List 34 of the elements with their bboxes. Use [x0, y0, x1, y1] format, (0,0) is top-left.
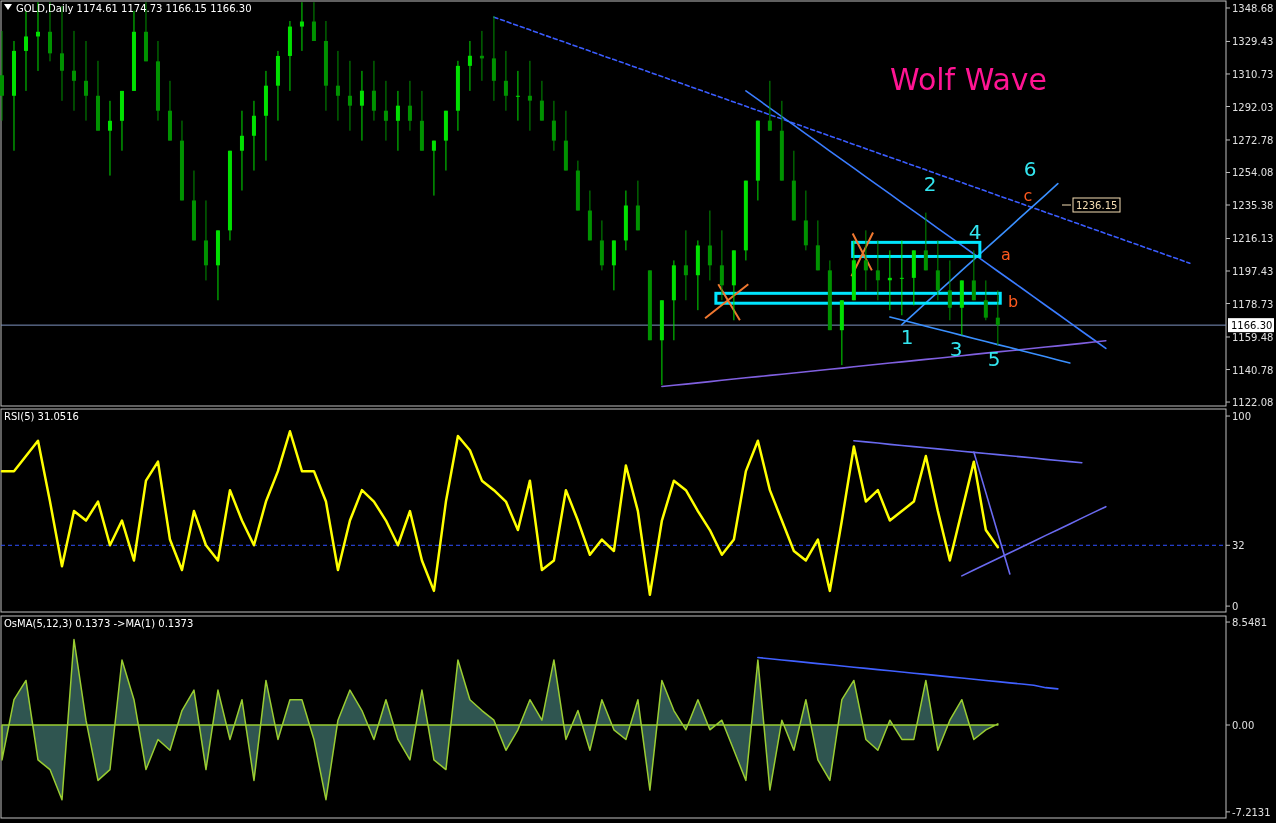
chart-title: GOLD,Daily 1174.61 1174.73 1166.15 1166.30	[16, 3, 252, 14]
y-tick-label: 1272.78	[1232, 134, 1274, 146]
y-tick-label: 1122.08	[1232, 397, 1274, 409]
annotation: 4	[968, 219, 982, 244]
annotation: b	[1007, 291, 1019, 311]
y-tick-label: 1235.38	[1232, 200, 1274, 212]
y-tick-label: 1254.08	[1232, 167, 1274, 179]
annotation: 1236.15	[1076, 200, 1118, 211]
y-tick-label: 1348.68	[1232, 2, 1274, 14]
y-tick-label: 8.5481	[1232, 617, 1267, 629]
annotation: 6	[1023, 156, 1037, 181]
annotation: a	[1001, 244, 1011, 264]
annotation: 3	[949, 336, 963, 361]
y-tick-label: 1178.73	[1232, 298, 1274, 310]
chart-title: RSI(5) 31.0516	[4, 411, 79, 422]
y-tick-label: 1216.13	[1232, 233, 1274, 245]
y-tick-label: 1310.73	[1232, 68, 1274, 80]
y-tick-label: 0	[1232, 601, 1239, 613]
ref-line-label: 1166.30	[1231, 320, 1273, 332]
y-tick-label: 100	[1232, 411, 1252, 423]
annotation: 5	[987, 346, 1001, 371]
y-tick-label: 1292.03	[1232, 101, 1274, 113]
y-tick-label: 1140.78	[1232, 364, 1274, 376]
y-tick-label: 1197.43	[1232, 266, 1274, 278]
chart-title: OsMA(5,12,3) 0.1373 ->MA(1) 0.1373	[4, 618, 194, 629]
annotation: c	[1023, 185, 1033, 205]
annotation: 2	[923, 171, 937, 196]
annotation: 1	[900, 324, 914, 349]
y-tick-label: 0.00	[1232, 720, 1255, 732]
y-tick-label: -7.2131	[1232, 806, 1271, 818]
y-tick-label: 32	[1232, 540, 1245, 552]
annotation: Wolf Wave	[890, 62, 1048, 97]
y-tick-label: 1159.48	[1232, 332, 1274, 343]
y-tick-label: 1329.43	[1232, 36, 1274, 48]
